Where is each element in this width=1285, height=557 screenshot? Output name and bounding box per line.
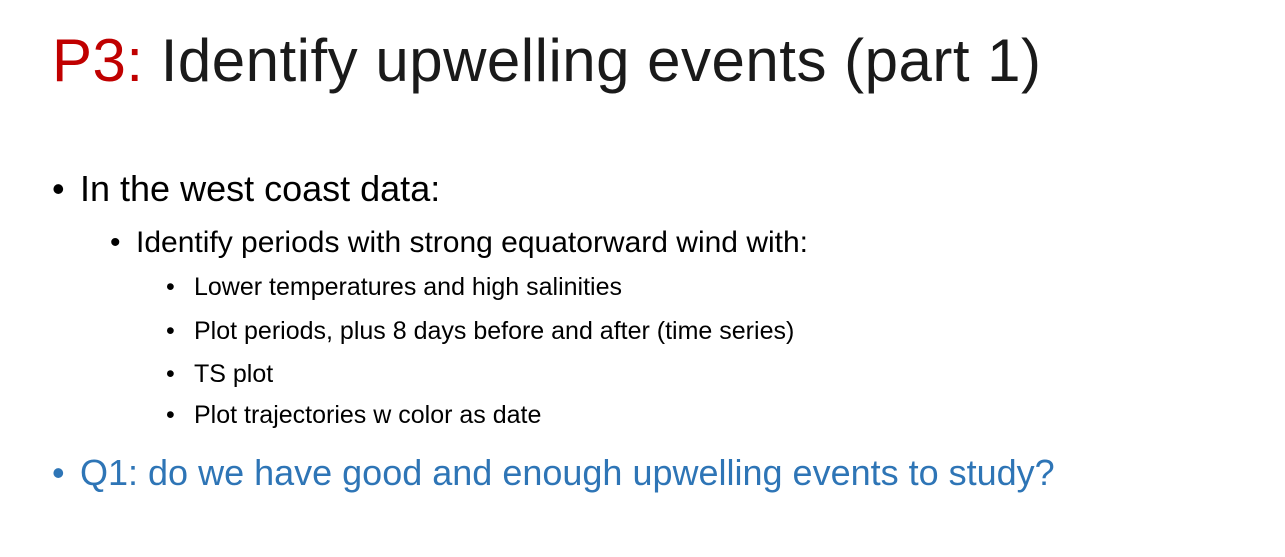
bullet-text: Plot trajectories w color as date bbox=[194, 401, 542, 429]
bullet-west-coast-data: • In the west coast data: bbox=[52, 168, 440, 210]
bullet-text: Lower temperatures and high salinities bbox=[194, 273, 623, 301]
slide-title: P3: Identify upwelling events (part 1) bbox=[52, 22, 1042, 100]
bullet-dot-icon: • bbox=[52, 452, 65, 493]
bullet-text: Q1: do we have good and enough upwelling… bbox=[80, 452, 1055, 493]
bullet-ts-plot: • TS plot bbox=[166, 359, 273, 389]
bullet-dot-icon: • bbox=[110, 226, 121, 259]
bullet-text: In the west coast data: bbox=[80, 168, 441, 209]
bullet-dot-icon: • bbox=[166, 317, 175, 345]
bullet-dot-icon: • bbox=[166, 360, 175, 388]
bullet-question-q1: • Q1: do we have good and enough upwellin… bbox=[52, 452, 1055, 494]
bullet-dot-icon: • bbox=[166, 401, 175, 429]
bullet-text: Identify periods with strong equatorward… bbox=[136, 226, 809, 259]
bullet-text: Plot periods, plus 8 days before and aft… bbox=[194, 317, 795, 345]
title-text: Identify upwelling events (part 1) bbox=[143, 27, 1042, 94]
bullet-lower-temperatures: • Lower temperatures and high salinities bbox=[166, 272, 622, 302]
bullet-dot-icon: • bbox=[166, 273, 175, 301]
bullet-dot-icon: • bbox=[52, 168, 65, 209]
bullet-plot-trajectories: • Plot trajectories w color as date bbox=[166, 400, 541, 430]
bullet-identify-periods: • Identify periods with strong equatorwar… bbox=[110, 225, 808, 261]
title-prefix: P3: bbox=[52, 27, 144, 94]
bullet-plot-periods: • Plot periods, plus 8 days before and af… bbox=[166, 316, 794, 346]
bullet-text: TS plot bbox=[194, 360, 274, 388]
